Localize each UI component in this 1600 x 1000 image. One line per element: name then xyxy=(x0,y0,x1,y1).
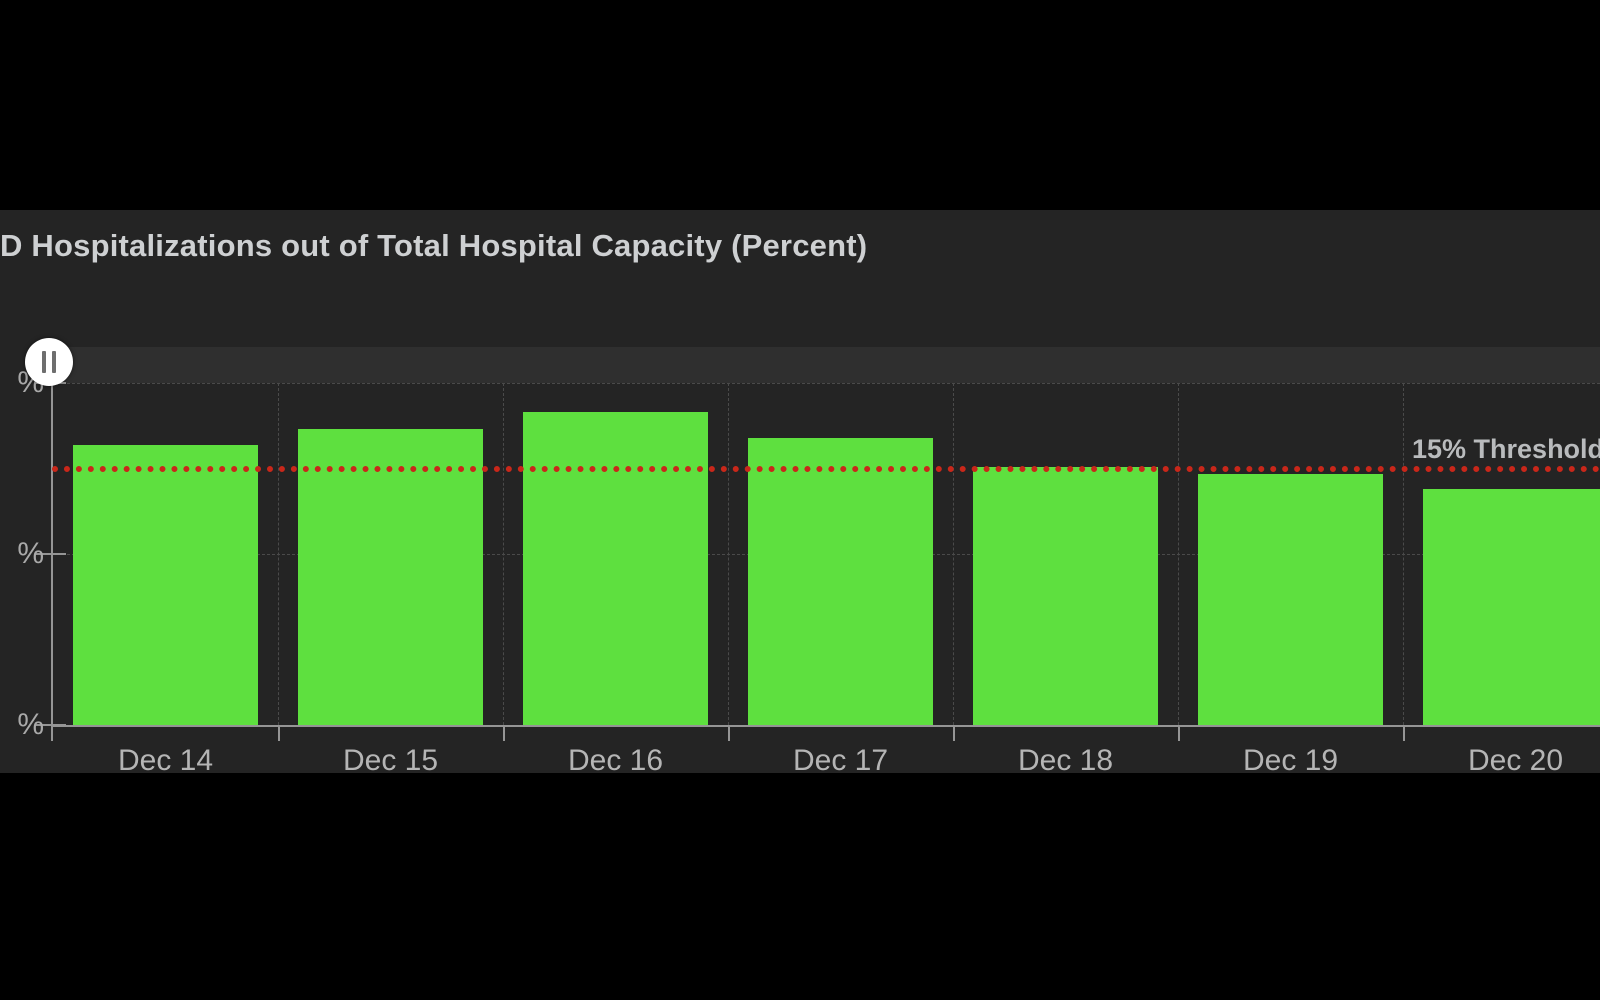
x-gridline xyxy=(953,383,954,725)
x-axis-label: Dec 19 xyxy=(1242,744,1339,773)
threshold-label: 15% Threshold xyxy=(1412,434,1600,464)
x-tick-mark xyxy=(953,725,955,741)
y-axis-label: % xyxy=(17,537,44,570)
x-gridline xyxy=(503,383,504,725)
x-tick-mark xyxy=(503,725,505,741)
x-axis-line xyxy=(52,725,1600,727)
chart-panel: D Hospitalizations out of Total Hospital… xyxy=(0,210,1600,773)
x-tick-mark xyxy=(278,725,280,741)
bar-dec-18[interactable] xyxy=(973,466,1158,725)
threshold-line xyxy=(52,465,1600,472)
chart-title: D Hospitalizations out of Total Hospital… xyxy=(0,228,868,263)
x-axis-label: Dec 18 xyxy=(1017,744,1114,773)
pause-icon xyxy=(42,351,56,373)
x-tick-mark xyxy=(728,725,730,741)
bar-dec-16[interactable] xyxy=(523,412,708,725)
x-gridline xyxy=(278,383,279,725)
bar-dec-19[interactable] xyxy=(1198,473,1383,725)
y-axis-line xyxy=(51,360,53,741)
x-tick-mark xyxy=(51,725,53,741)
bar-dec-17[interactable] xyxy=(748,437,933,725)
bar-dec-14[interactable] xyxy=(73,444,258,725)
y-axis-label: % xyxy=(17,708,44,741)
x-tick-mark xyxy=(1178,725,1180,741)
x-tick-mark xyxy=(1403,725,1405,741)
x-axis-label: Dec 20 xyxy=(1467,744,1564,773)
time-slider-pause-button[interactable] xyxy=(25,338,73,386)
bar-dec-15[interactable] xyxy=(298,429,483,725)
x-axis-label: Dec 16 xyxy=(567,744,664,773)
x-axis-label: Dec 14 xyxy=(117,744,214,773)
x-gridline xyxy=(1403,383,1404,725)
time-slider-track[interactable] xyxy=(52,347,1600,383)
y-gridline xyxy=(52,383,1600,384)
plot-area: %%% Dec 14 Dec 15 Dec 16 Dec 17 Dec 18 Dec 19 D… xyxy=(0,210,1600,773)
x-gridline xyxy=(728,383,729,725)
bar-dec-20[interactable] xyxy=(1423,489,1600,725)
x-axis-label: Dec 15 xyxy=(342,744,439,773)
x-axis-label: Dec 17 xyxy=(792,744,889,773)
x-gridline xyxy=(1178,383,1179,725)
